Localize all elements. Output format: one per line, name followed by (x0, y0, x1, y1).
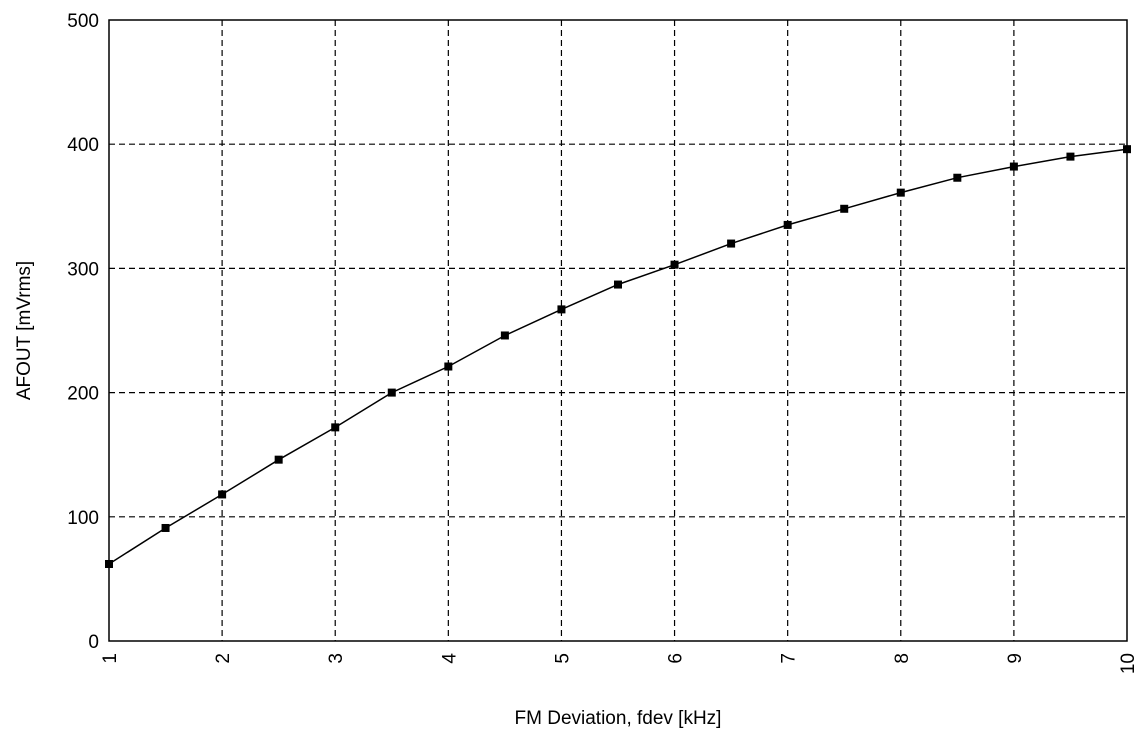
data-point-marker (1009, 162, 1018, 171)
x-axis-label: FM Deviation, fdev [kHz] (515, 708, 722, 729)
x-tick-labels: 1 2 3 4 5 6 7 8 9 10 (100, 653, 1139, 675)
data-point-marker (896, 188, 905, 197)
x-tick-label: 7 (779, 653, 800, 664)
y-tick-label: 500 (67, 11, 99, 32)
y-axis-label: AFOUT [mVrms] (14, 261, 35, 400)
y-tick-label: 300 (67, 259, 99, 280)
data-point-marker (1123, 145, 1131, 154)
data-point-marker (105, 559, 113, 568)
data-point-marker (218, 490, 227, 499)
series-line (108, 148, 1128, 565)
data-point-marker (1066, 152, 1075, 161)
plot-area-frame (108, 19, 1128, 642)
data-point-marker (727, 239, 736, 248)
data-point-marker (331, 423, 340, 432)
y-tick-label: 400 (67, 135, 99, 156)
data-point-marker (274, 455, 283, 464)
x-tick-label: 3 (326, 653, 347, 664)
x-tick-label: 10 (1118, 653, 1139, 674)
data-point-marker (161, 523, 170, 532)
x-tick-label: 1 (100, 653, 121, 664)
y-tick-label: 0 (88, 632, 99, 653)
x-tick-label: 6 (666, 653, 687, 664)
data-point-marker (387, 388, 396, 397)
data-point-marker (444, 362, 453, 371)
x-tick-label: 4 (439, 653, 460, 664)
y-tick-label: 200 (67, 384, 99, 405)
x-tick-label: 5 (552, 653, 573, 664)
data-point-marker (557, 305, 566, 314)
data-markers (105, 145, 1131, 568)
x-tick-label: 9 (1005, 653, 1026, 664)
data-point-marker (670, 260, 679, 269)
x-tick-label: 2 (213, 653, 234, 664)
data-point-marker (840, 204, 849, 213)
grid-lines (109, 20, 1127, 641)
data-point-marker (783, 220, 792, 229)
x-tick-label: 8 (892, 653, 913, 664)
y-tick-labels: 0 100 200 300 400 500 (67, 11, 99, 653)
y-tick-label: 100 (67, 508, 99, 529)
data-point-marker (500, 331, 509, 340)
data-point-marker (614, 280, 622, 289)
data-point-marker (953, 173, 962, 182)
